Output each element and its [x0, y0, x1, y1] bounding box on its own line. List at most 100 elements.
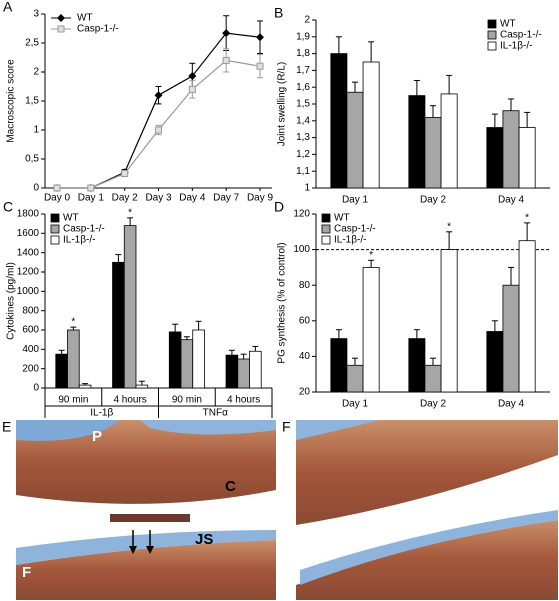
y-tick-label: 1,8 [296, 48, 310, 59]
bar [237, 358, 250, 389]
legend-label: WT [334, 213, 350, 224]
bar [424, 117, 442, 189]
tissue [296, 520, 558, 600]
bar [408, 338, 426, 393]
bar [78, 384, 92, 389]
y-tick-label: 600 [22, 325, 39, 336]
x-tick-label: Day 9 [247, 193, 274, 204]
x-tick-label: Day 0 [44, 193, 71, 204]
bar [440, 93, 458, 189]
x-tick-label: Day 4 [179, 193, 206, 204]
x-tick-label: 90 min [58, 395, 88, 406]
tissue [300, 510, 558, 585]
x-tick-label: Day 1 [78, 193, 105, 204]
marker [57, 14, 65, 22]
bar [424, 364, 442, 393]
y-tick-label: 1,5 [296, 99, 310, 110]
significance: * [369, 250, 373, 261]
tissue [296, 420, 380, 440]
tissue [16, 420, 120, 441]
bar [135, 384, 149, 389]
bar [192, 329, 205, 389]
bar [486, 127, 504, 189]
legend-label: Casp-1-/- [500, 30, 542, 41]
marker [87, 184, 95, 192]
bar [362, 61, 380, 189]
legend-swatch [487, 19, 497, 29]
line [57, 32, 261, 189]
bar [180, 339, 194, 389]
y-tick-label: 1,5 [25, 96, 39, 107]
legend-label: WT [63, 213, 79, 224]
y-tick-label: 80 [299, 280, 311, 291]
bar [362, 266, 380, 393]
x-tick-label: 4 hours [227, 395, 260, 406]
x-tick-label: Day 2 [420, 399, 447, 410]
significance: * [525, 213, 529, 224]
y-tick-label: 1,9 [296, 31, 310, 42]
tissue [140, 420, 276, 435]
x-tick-label: Day 3 [145, 193, 172, 204]
legend-swatch [321, 224, 331, 234]
bar [518, 127, 536, 189]
line [57, 59, 261, 189]
y-tick-label: 800 [22, 305, 39, 316]
y-tick-label: 2 [304, 15, 310, 26]
bar [55, 353, 68, 389]
y-tick-label: 200 [22, 363, 39, 374]
x-tick-label: Day 1 [342, 195, 369, 206]
y-tick-label: 2 [33, 67, 39, 78]
legend-swatch [487, 41, 497, 51]
arrow [146, 546, 154, 554]
legend-swatch [50, 224, 60, 234]
legend-label: Casp-1-/- [334, 224, 376, 235]
bar [502, 110, 520, 189]
y-tick-label: 0,5 [25, 154, 39, 165]
y-tick-label: 1 [304, 183, 310, 194]
y-tick-label: 20 [299, 387, 311, 398]
marker [155, 126, 162, 134]
bar [225, 354, 239, 389]
y-tick-label: 1800 [17, 209, 40, 220]
marker [154, 91, 163, 100]
significance: * [71, 317, 75, 328]
y-axis-label: PG synthesis (% of control) [277, 242, 288, 363]
bar [502, 284, 520, 393]
bar [112, 261, 125, 389]
x-tick-label: Day 7 [213, 193, 240, 204]
y-tick-label: 2,5 [25, 38, 39, 49]
annotation: C [225, 478, 236, 495]
x-tick-label: Day 4 [498, 399, 525, 410]
legend-label: WT [500, 19, 516, 30]
legend-swatch [321, 213, 331, 223]
y-tick-label: 3 [33, 9, 39, 20]
group-label: TNFα [203, 408, 228, 419]
marker [256, 62, 264, 70]
tissue [16, 530, 276, 565]
bar [249, 350, 262, 389]
bar [330, 53, 348, 189]
y-tick-label: 100 [293, 244, 310, 255]
bar [346, 364, 364, 393]
marker [121, 170, 129, 177]
y-tick-label: 400 [22, 344, 39, 355]
panel-label: F [282, 419, 291, 435]
marker [53, 184, 61, 192]
x-tick-label: Day 2 [112, 193, 139, 204]
legend-swatch [50, 235, 60, 245]
y-tick-label: 1,7 [296, 65, 310, 76]
panel-f: F [282, 419, 558, 600]
panel-label: E [2, 419, 11, 435]
y-tick-label: 1200 [17, 267, 40, 278]
y-axis-label: Macroscopic score [6, 59, 17, 143]
significance: * [447, 221, 451, 232]
y-tick-label: 40 [299, 351, 311, 362]
y-tick-label: 1000 [17, 286, 40, 297]
legend-label: IL-1β-/- [500, 41, 532, 52]
x-tick-label: Day 4 [498, 195, 525, 206]
legend-swatch [321, 235, 331, 245]
group-label: IL-1β [90, 408, 113, 419]
y-tick-label: 1 [33, 125, 39, 136]
panel-label: B [274, 5, 283, 21]
bar [67, 329, 80, 389]
